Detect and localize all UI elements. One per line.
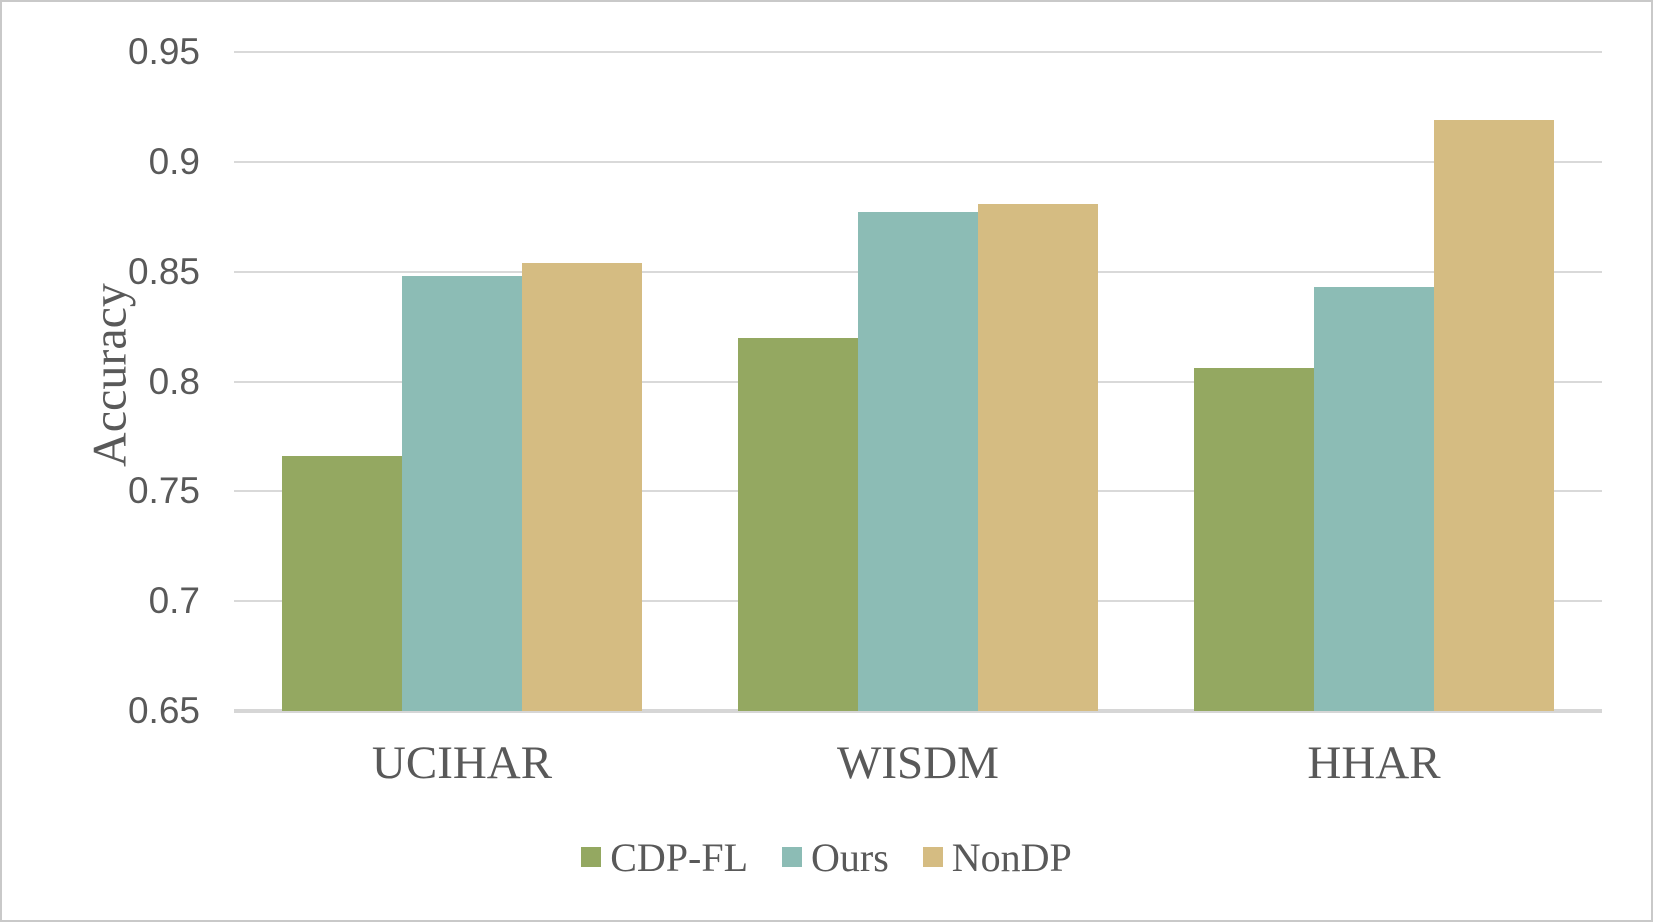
bar-ours-hhar [1314,287,1434,711]
y-tick-label: 0.75 [127,470,200,512]
legend-item-ours: Ours [782,834,889,881]
bar-cdp-fl-hhar [1194,368,1314,711]
y-tick-label: 0.7 [148,580,200,622]
y-tick-label: 0.8 [148,360,200,402]
gridline [234,160,1602,163]
category-label-ucihar: UCIHAR [371,737,553,789]
bar-ours-wisdm [858,212,978,711]
legend-label-nondp: NonDP [951,834,1072,880]
x-axis-line [234,709,1602,713]
y-tick-label: 0.95 [127,31,200,72]
bar-ours-ucihar [402,276,522,711]
legend-label-cdp-fl: CDP-FL [610,834,748,880]
bar-nondp-hhar [1434,120,1554,711]
legend-item-nondp: NonDP [922,834,1072,881]
bar-nondp-wisdm [978,203,1098,711]
bar-cdp-fl-wisdm [738,337,858,711]
y-tick-label: 0.9 [148,140,200,182]
y-tick-label: 0.65 [127,690,200,731]
category-label-wisdm: WISDM [837,737,999,789]
y-axis-title: Accuracy [83,283,137,467]
legend-label-ours: Ours [811,834,889,880]
legend-swatch-nondp [922,847,943,867]
category-label-hhar: HHAR [1307,737,1441,789]
bar-nondp-ucihar [522,262,642,711]
legend-swatch-ours [782,847,802,867]
legend-item-cdp-fl: CDP-FL [581,834,748,881]
legend: CDP-FL Ours NonDP [0,828,1653,886]
y-tick-label: 0.85 [127,250,200,292]
bar-cdp-fl-ucihar [282,456,402,711]
gridline [234,51,1602,53]
legend-swatch-cdp-fl [581,847,602,867]
